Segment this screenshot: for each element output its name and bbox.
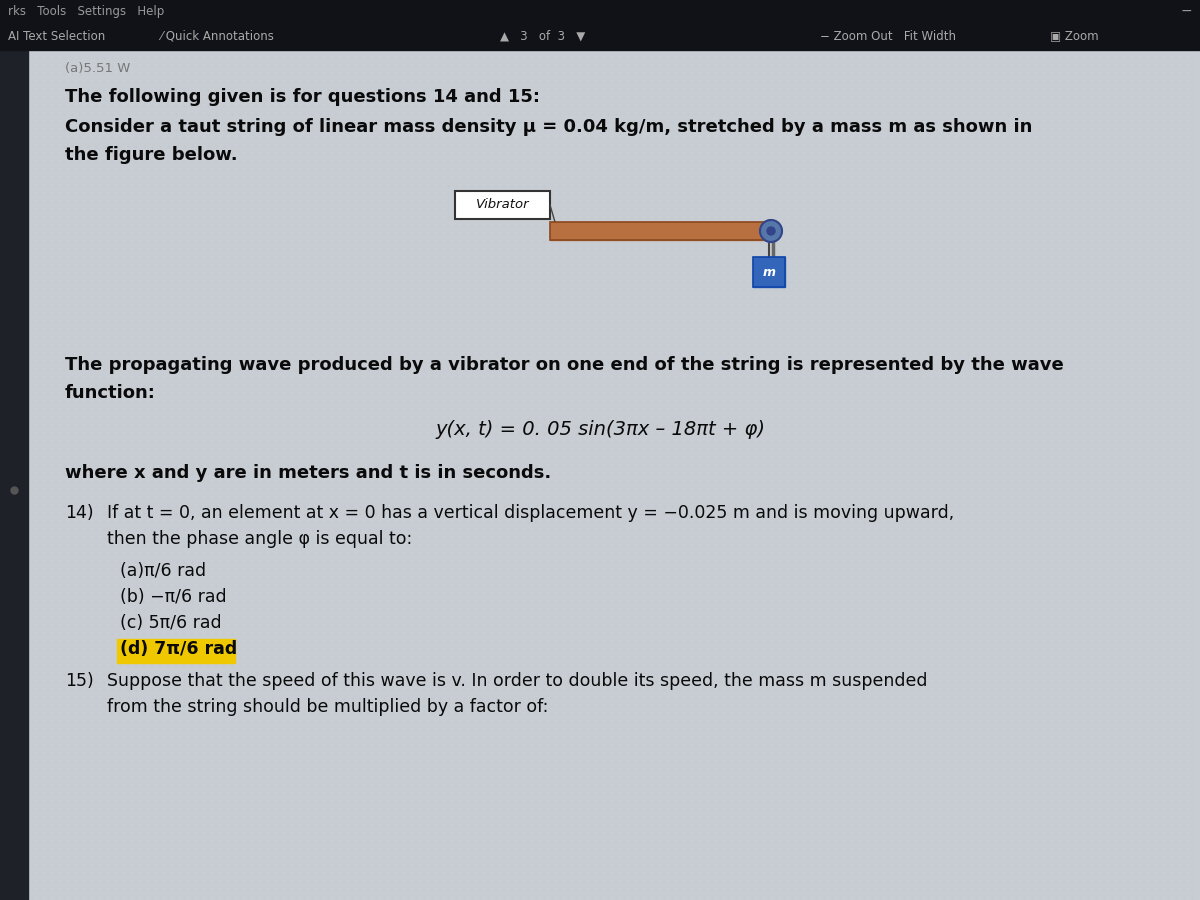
Text: where x and y are in meters and t is in seconds.: where x and y are in meters and t is in … — [65, 464, 551, 482]
Bar — [754, 257, 785, 287]
Bar — [0, 50, 28, 900]
Text: (b) −π/6 rad: (b) −π/6 rad — [120, 588, 227, 606]
Text: (a)5.51 W: (a)5.51 W — [65, 62, 131, 75]
Text: Suppose that the speed of this wave is v. In order to double its speed, the mass: Suppose that the speed of this wave is v… — [107, 672, 928, 690]
Bar — [0, 22, 1200, 50]
Text: − Zoom Out   Fit Width: − Zoom Out Fit Width — [820, 30, 956, 42]
Text: (c) 5π/6 rad: (c) 5π/6 rad — [120, 614, 222, 632]
Bar — [550, 222, 770, 240]
Text: Consider a taut string of linear mass density μ = 0.04 kg/m, stretched by a mass: Consider a taut string of linear mass de… — [65, 118, 1032, 136]
Text: then the phase angle φ is equal to:: then the phase angle φ is equal to: — [107, 530, 413, 548]
Text: from the string should be multiplied by a factor of:: from the string should be multiplied by … — [107, 698, 548, 716]
Circle shape — [767, 227, 775, 235]
Text: (d) 7π/6 rad: (d) 7π/6 rad — [120, 640, 238, 658]
Text: 15): 15) — [65, 672, 94, 690]
Bar — [550, 222, 770, 240]
Text: −: − — [1181, 4, 1192, 18]
Circle shape — [760, 220, 782, 242]
Text: ▣ Zoom: ▣ Zoom — [1050, 30, 1099, 42]
Bar — [455, 191, 550, 219]
Text: The propagating wave produced by a vibrator on one end of the string is represen: The propagating wave produced by a vibra… — [65, 356, 1063, 374]
Bar — [0, 0, 1200, 22]
Text: AI Text Selection: AI Text Selection — [8, 30, 106, 42]
Text: If at t = 0, an element at x = 0 has a vertical displacement y = −0.025 m and is: If at t = 0, an element at x = 0 has a v… — [107, 504, 954, 522]
Text: 14): 14) — [65, 504, 94, 522]
Text: the figure below.: the figure below. — [65, 146, 238, 164]
Text: Vibrator: Vibrator — [475, 199, 529, 212]
Text: ⁄ Quick Annotations: ⁄ Quick Annotations — [160, 30, 274, 42]
Text: (a)π/6 rad: (a)π/6 rad — [120, 562, 206, 580]
Text: m: m — [762, 266, 775, 278]
Bar — [754, 257, 785, 287]
Text: y(x, t) = 0. 05 sin(3πx – 18πt + φ): y(x, t) = 0. 05 sin(3πx – 18πt + φ) — [436, 420, 766, 439]
Text: The following given is for questions 14 and 15:: The following given is for questions 14 … — [65, 88, 540, 106]
Bar — [118, 639, 235, 663]
Text: rks   Tools   Settings   Help: rks Tools Settings Help — [8, 4, 164, 17]
Text: ▲   3   of  3   ▼: ▲ 3 of 3 ▼ — [500, 30, 586, 42]
Text: function:: function: — [65, 384, 156, 402]
